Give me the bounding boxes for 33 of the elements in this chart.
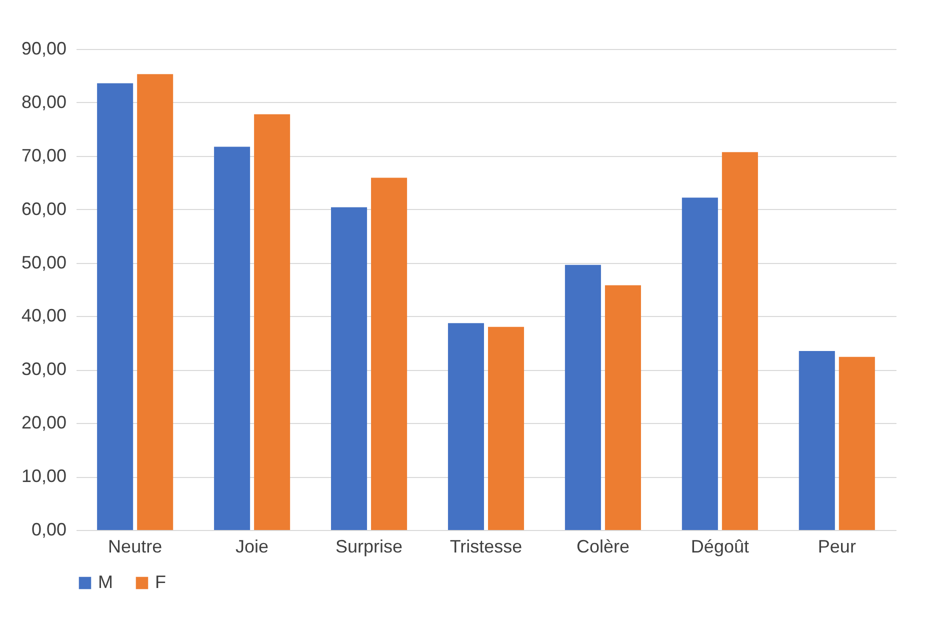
bar bbox=[604, 285, 641, 530]
bar bbox=[722, 152, 758, 530]
y-tick-label: 20,00 bbox=[21, 412, 66, 433]
bar bbox=[331, 207, 368, 530]
y-tick-label: 70,00 bbox=[21, 145, 66, 166]
bar bbox=[564, 264, 601, 530]
bar bbox=[371, 178, 408, 530]
bar bbox=[798, 350, 835, 530]
y-tick-label: 60,00 bbox=[21, 198, 66, 219]
x-tick-label: Colère bbox=[576, 536, 630, 556]
bar bbox=[214, 146, 250, 530]
x-tick-label: Dégoût bbox=[690, 536, 749, 556]
x-tick-label: Joie bbox=[236, 536, 269, 556]
x-tick-label: Surprise bbox=[336, 536, 403, 556]
y-tick-label: 80,00 bbox=[21, 92, 66, 112]
bar bbox=[488, 326, 524, 530]
bar bbox=[254, 114, 290, 530]
legend-label: M bbox=[98, 572, 113, 592]
y-tick-label: 90,00 bbox=[21, 38, 66, 58]
bar bbox=[448, 323, 484, 530]
bar bbox=[838, 356, 875, 530]
y-tick-label: 10,00 bbox=[21, 466, 66, 486]
legend-label: F bbox=[155, 572, 166, 592]
x-tick-label: Tristesse bbox=[450, 536, 522, 556]
bar bbox=[682, 198, 718, 530]
y-tick-label: 30,00 bbox=[21, 359, 66, 380]
x-tick-label: Neutre bbox=[108, 536, 162, 556]
bar bbox=[97, 83, 134, 530]
bar bbox=[137, 74, 174, 530]
y-tick-label: 50,00 bbox=[21, 252, 66, 272]
y-tick-label: 40,00 bbox=[21, 306, 66, 326]
x-tick-label: Peur bbox=[818, 536, 856, 556]
y-tick-label: 0,00 bbox=[31, 520, 66, 540]
